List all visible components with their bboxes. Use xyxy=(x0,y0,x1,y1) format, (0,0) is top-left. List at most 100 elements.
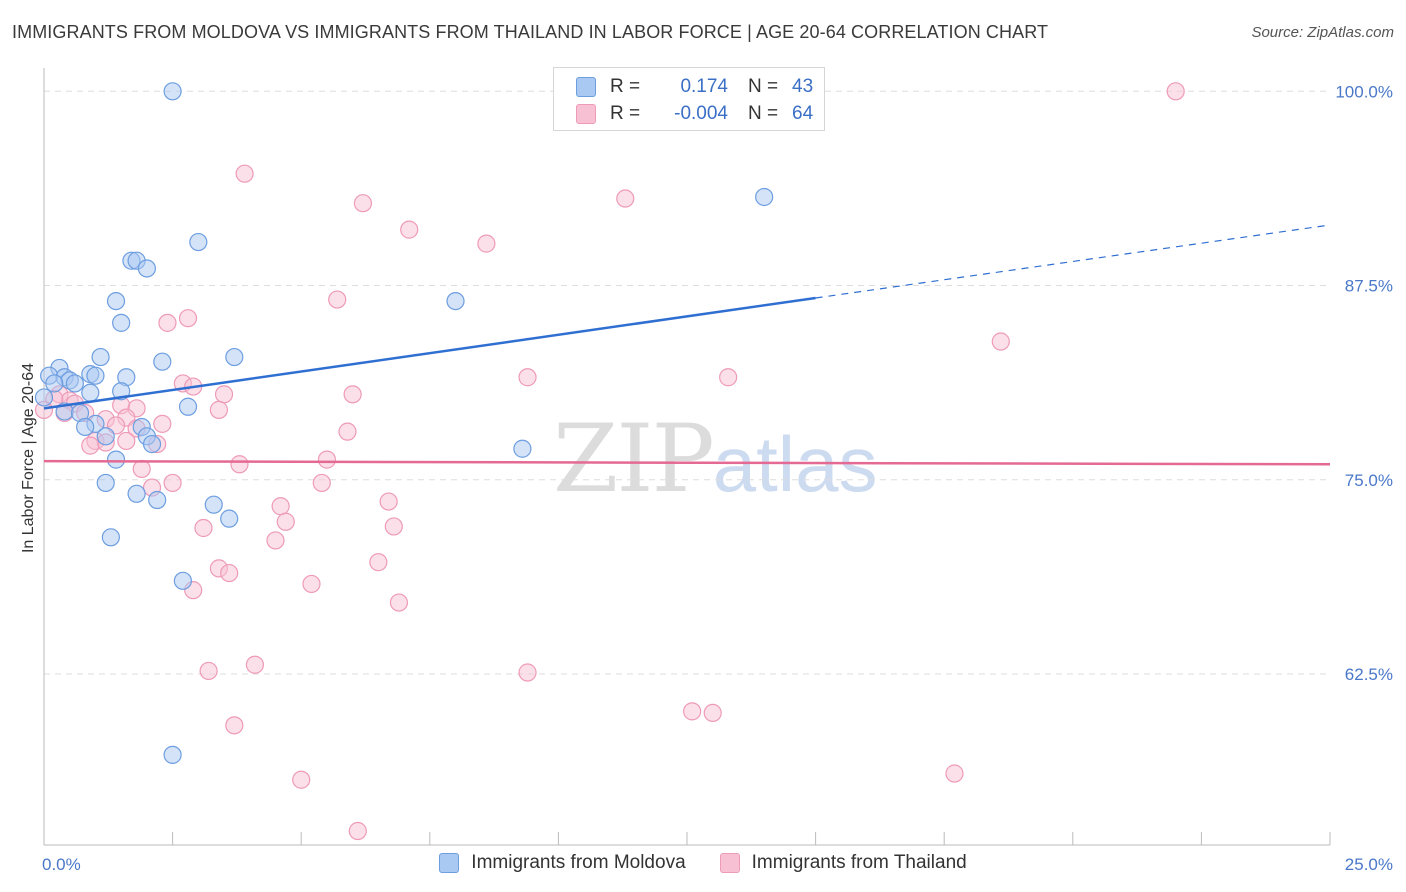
source-credit: Source: ZipAtlas.com xyxy=(1251,24,1394,41)
thailand-point xyxy=(353,194,373,213)
thailand-swatch xyxy=(576,104,596,124)
thailand-point xyxy=(214,385,234,404)
thailand-point xyxy=(384,517,403,536)
thailand-point xyxy=(199,661,218,681)
thailand-point xyxy=(235,164,254,183)
thailand-point xyxy=(389,593,409,612)
thailand-point xyxy=(81,436,100,455)
thailand-point xyxy=(225,716,244,735)
thailand-point xyxy=(163,473,182,493)
stats-box: R = 0.174 N = 43 R = -0.004 N = 64 xyxy=(553,67,825,131)
thailand-point xyxy=(266,531,285,550)
thailand-point xyxy=(369,553,388,572)
r-value: 0.174 xyxy=(680,76,728,97)
thailand-point xyxy=(132,459,151,479)
moldova-point xyxy=(34,388,54,407)
moldova-point xyxy=(163,82,182,101)
thailand-point xyxy=(158,313,177,332)
thailand-point xyxy=(317,450,337,469)
thailand-point xyxy=(302,574,321,594)
moldova-point xyxy=(225,347,244,367)
moldova-point xyxy=(86,366,105,385)
legend-item-moldova[interactable]: Immigrants from Moldova xyxy=(439,852,686,874)
thailand-point xyxy=(338,422,357,441)
moldova-point xyxy=(106,450,126,469)
moldova-point xyxy=(112,313,131,332)
tick-labels: 62.5% 75.0% 87.5% 100.0% 0.0% 25.0% xyxy=(42,82,1393,874)
moldova-point xyxy=(189,232,208,252)
r-label: R = xyxy=(610,76,641,97)
thailand-legend-swatch xyxy=(719,853,740,873)
thailand-point xyxy=(276,512,295,531)
thailand-point xyxy=(945,764,964,783)
thailand-point xyxy=(616,189,635,208)
legend-label-moldova: Immigrants from Moldova xyxy=(471,852,686,873)
y-tick-label: 100.0% xyxy=(1335,82,1393,101)
moldova-legend-swatch xyxy=(439,853,460,873)
moldova-point xyxy=(96,427,115,446)
thailand-point xyxy=(312,473,331,493)
moldova-point xyxy=(101,528,120,547)
thailand-point xyxy=(683,702,702,721)
thailand-trend-line xyxy=(43,459,1331,466)
moldova-trend-extension xyxy=(815,224,1331,299)
moldova-point xyxy=(76,417,95,437)
thailand-point xyxy=(117,431,136,451)
thailand-point xyxy=(719,368,738,387)
y-tick-label: 87.5% xyxy=(1345,277,1393,296)
thailand-point xyxy=(328,290,347,309)
moldova-point xyxy=(173,571,192,590)
thailand-point xyxy=(245,655,265,674)
thailand-point xyxy=(348,821,367,841)
moldova-point xyxy=(204,495,223,514)
data-points xyxy=(34,82,1185,841)
thailand-point xyxy=(178,309,198,328)
moldova-point xyxy=(45,374,64,393)
thailand-point xyxy=(1166,82,1185,101)
moldova-point xyxy=(163,745,182,764)
moldova-point xyxy=(127,484,146,503)
thailand-point xyxy=(991,332,1010,351)
moldova-point xyxy=(91,347,110,367)
n-value: 64 xyxy=(792,103,814,124)
thailand-point xyxy=(518,663,537,682)
moldova-trend-line xyxy=(43,296,816,410)
moldova-swatch xyxy=(576,77,596,97)
stats-row-thailand: R = -0.004 N = 64 xyxy=(576,101,813,127)
y-tick-label: 75.0% xyxy=(1345,471,1393,490)
x-tick-label: 25.0% xyxy=(1345,855,1393,874)
r-value: -0.004 xyxy=(674,103,728,124)
moldova-point xyxy=(106,292,126,311)
thailand-point xyxy=(379,492,398,511)
thailand-point xyxy=(194,518,213,538)
r-label: R = xyxy=(610,103,641,124)
thailand-point xyxy=(518,368,537,387)
n-value: 43 xyxy=(792,76,814,97)
y-axis-label: In Labor Force | Age 20-64 xyxy=(20,362,37,554)
n-label: N = xyxy=(748,76,779,97)
moldova-point xyxy=(65,374,84,393)
axes xyxy=(43,68,1331,846)
thailand-point xyxy=(209,400,228,419)
moldova-point xyxy=(96,473,115,493)
thailand-point xyxy=(292,770,311,789)
grid-lines xyxy=(44,90,1330,675)
moldova-point xyxy=(142,434,162,454)
chart-title: IMMIGRANTS FROM MOLDOVA VS IMMIGRANTS FR… xyxy=(12,22,1049,42)
moldova-point xyxy=(220,509,239,528)
moldova-point xyxy=(153,352,172,371)
moldova-point xyxy=(755,187,774,207)
moldova-point xyxy=(148,490,167,510)
thailand-point xyxy=(400,220,419,239)
legend-label-thailand: Immigrants from Thailand xyxy=(751,852,967,873)
x-tick-label: 0.0% xyxy=(42,855,81,874)
legend-item-thailand[interactable]: Immigrants from Thailand xyxy=(719,852,967,874)
y-tick-label: 62.5% xyxy=(1345,665,1393,684)
moldova-point xyxy=(178,397,198,416)
thailand-point xyxy=(271,497,290,516)
legend: Immigrants from Moldova Immigrants from … xyxy=(0,852,1406,874)
moldova-point xyxy=(137,259,156,278)
stats-row-moldova: R = 0.174 N = 43 xyxy=(576,74,813,100)
trend-lines xyxy=(43,224,1331,466)
